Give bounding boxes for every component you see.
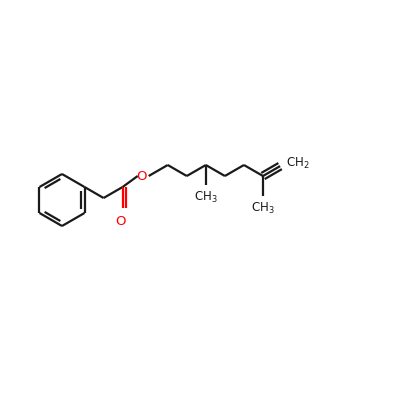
Text: CH$_3$: CH$_3$ <box>251 201 275 216</box>
Text: CH$_2$: CH$_2$ <box>286 156 310 171</box>
Text: O: O <box>136 170 147 182</box>
Text: O: O <box>115 215 126 228</box>
Text: CH$_3$: CH$_3$ <box>194 190 218 205</box>
